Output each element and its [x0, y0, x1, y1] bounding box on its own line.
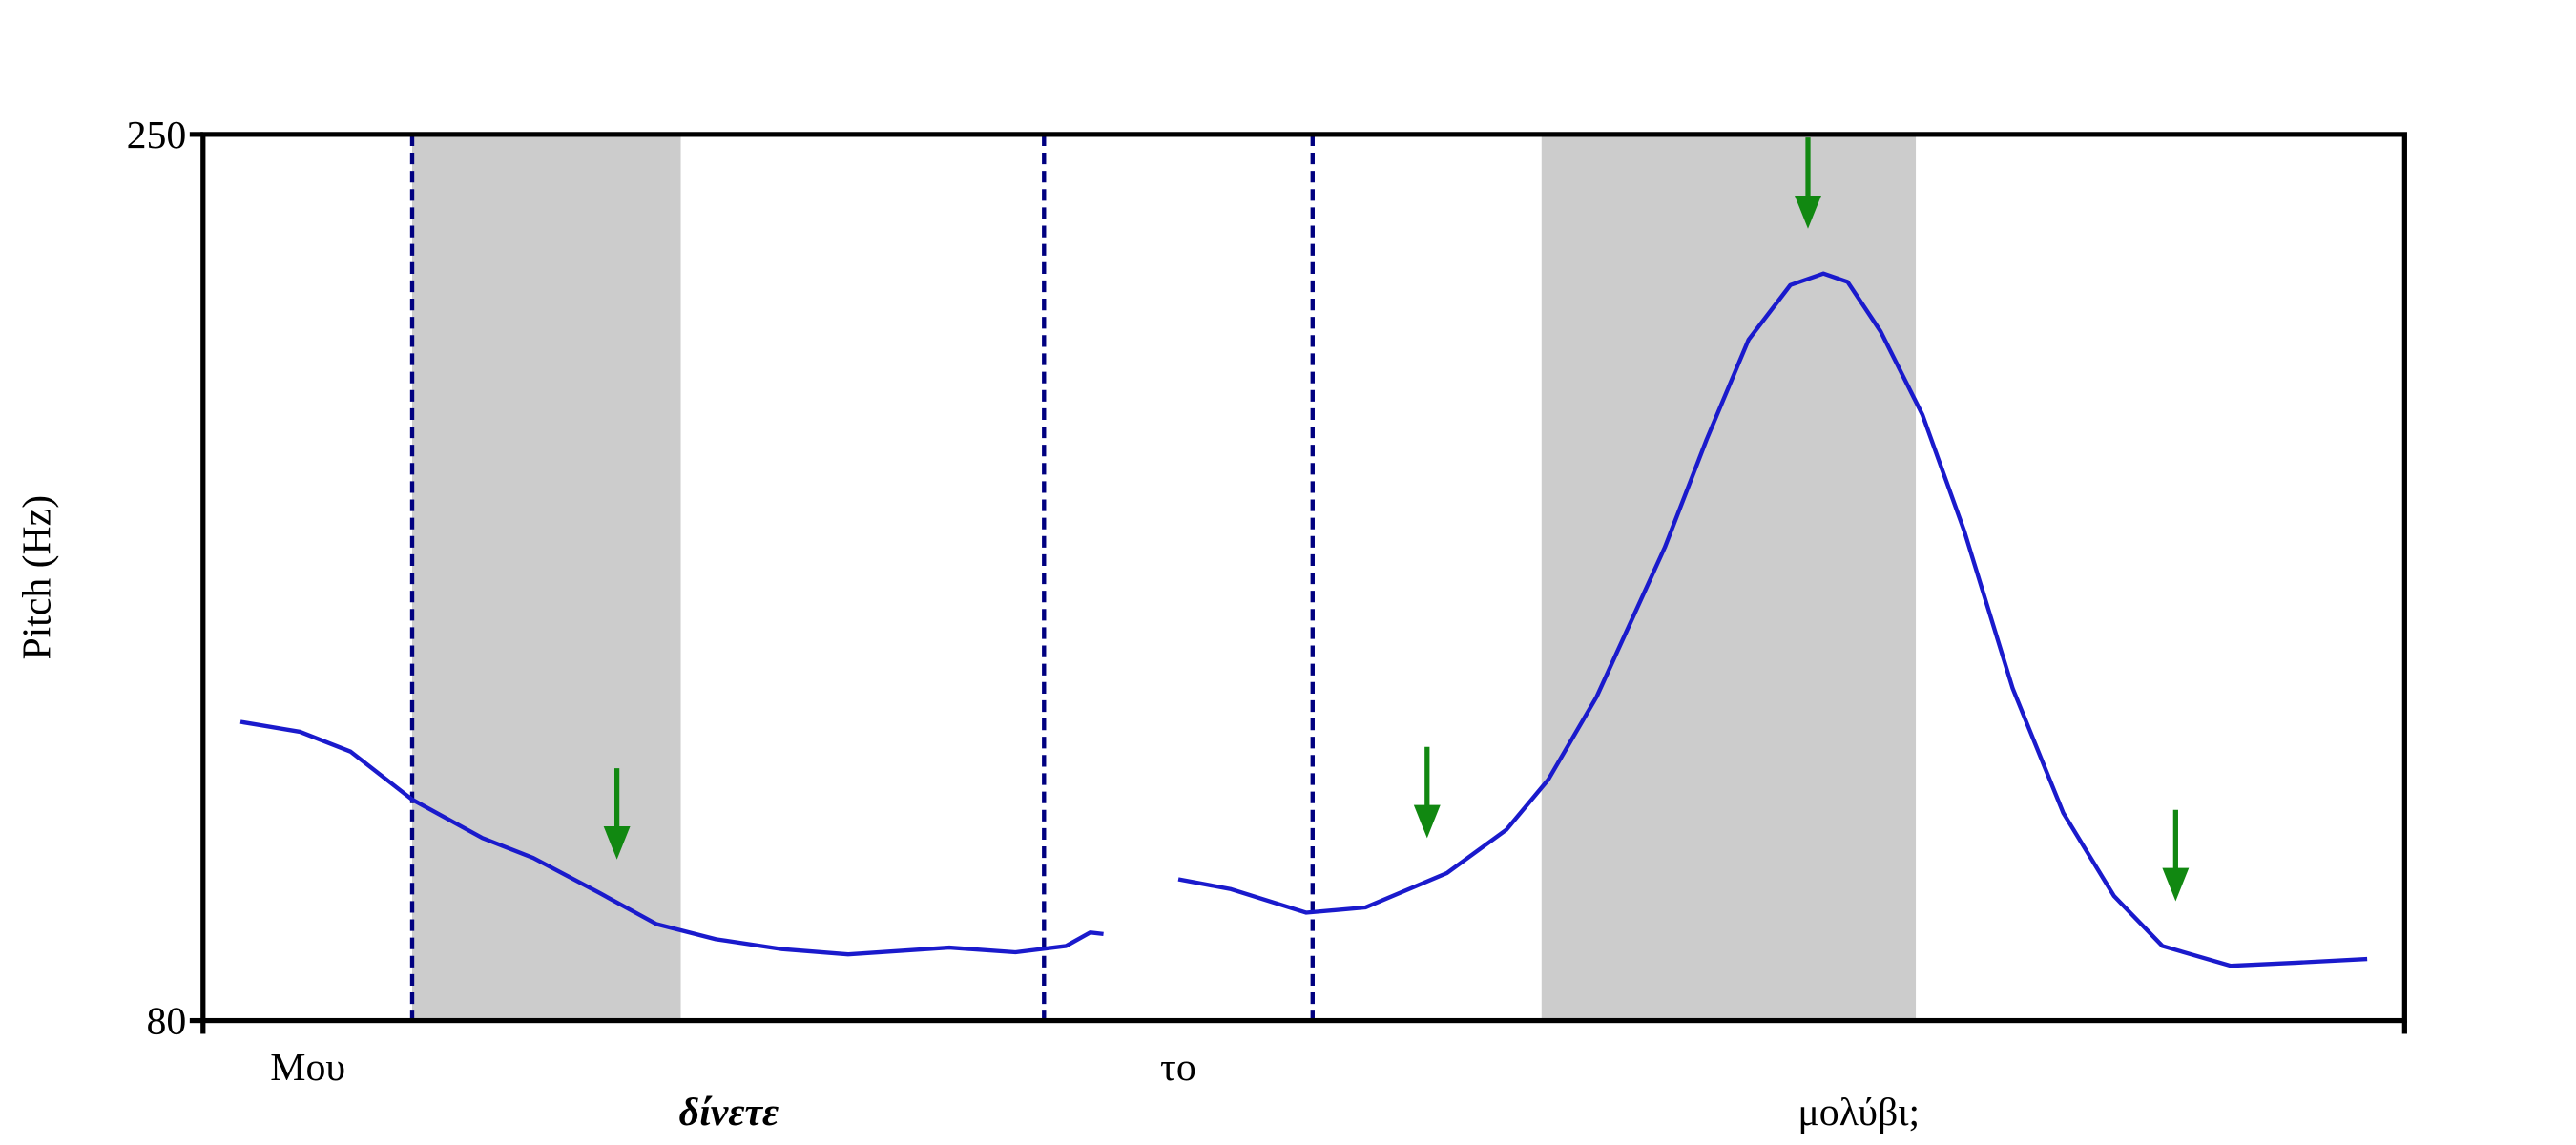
- plot-frame: [200, 132, 2407, 1024]
- shaded-region: [412, 134, 681, 1021]
- shaded-region: [1541, 134, 1917, 1021]
- arrow: [2162, 809, 2190, 902]
- arrow-head: [2162, 867, 2190, 902]
- word-label: μολύβι;: [1797, 1091, 1920, 1135]
- word-label: το: [1160, 1046, 1196, 1090]
- y-tick-label: 250: [127, 114, 187, 157]
- pitch-contour: [239, 271, 2368, 968]
- arrow: [1413, 746, 1441, 839]
- arrow-head: [1795, 195, 1821, 229]
- arrow: [603, 768, 631, 860]
- y-axis-label: Pitch (Hz): [15, 495, 59, 660]
- data-layer: 80 250: [127, 114, 2368, 1044]
- y-tick-label: 80: [147, 1000, 187, 1044]
- arrow: [1795, 137, 1821, 229]
- arrow-head: [603, 825, 631, 860]
- background-layer: [409, 134, 1917, 1021]
- arrow-head: [1413, 804, 1441, 839]
- word-label: Μου: [270, 1046, 345, 1090]
- word-label: δίνετε: [679, 1091, 779, 1135]
